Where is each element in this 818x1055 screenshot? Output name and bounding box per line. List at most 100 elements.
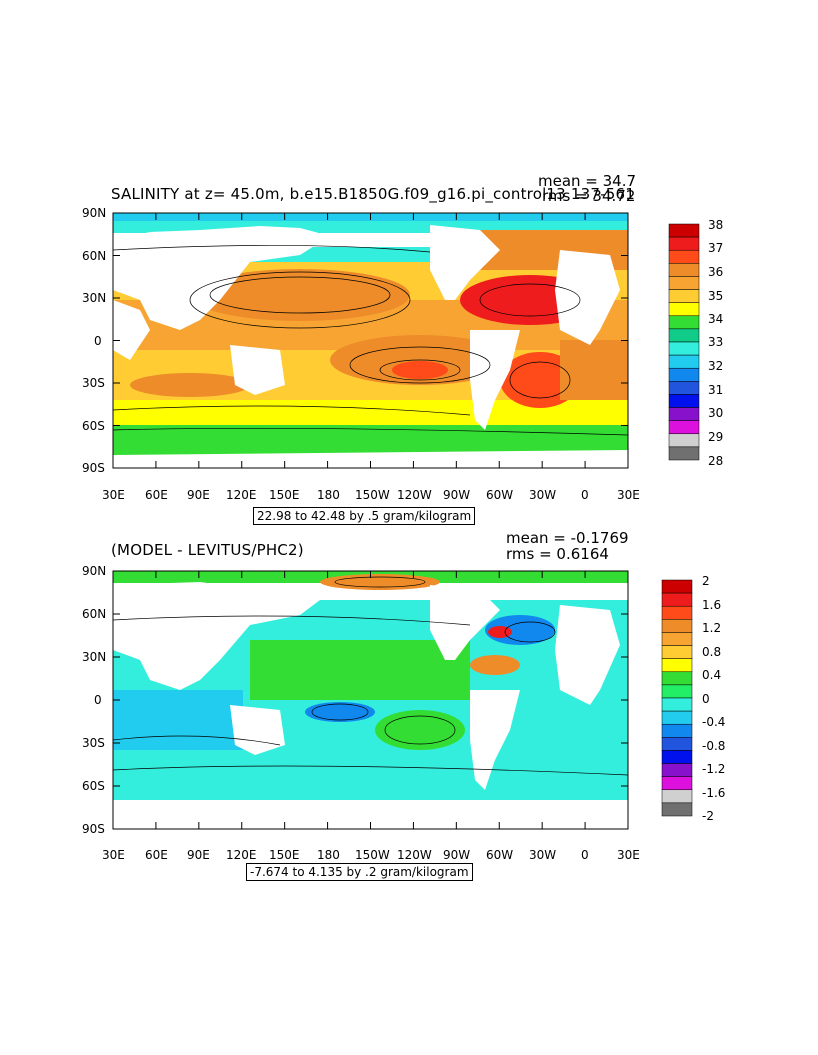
lon-label: 60E xyxy=(145,488,168,502)
colorbar-label: 31 xyxy=(708,383,724,397)
colorbar-swatch xyxy=(668,341,700,356)
colorbar-swatch xyxy=(668,446,700,461)
colorbar-swatch xyxy=(668,236,700,251)
colorbar-label: 33 xyxy=(708,335,724,349)
colorbar-swatch xyxy=(661,658,693,673)
lat-label: 30S xyxy=(82,736,105,750)
lat-label: 30N xyxy=(82,650,107,664)
lon-label: 120E xyxy=(226,488,257,502)
colorbar-swatch xyxy=(668,354,700,369)
colorbar-swatch xyxy=(668,433,700,448)
colorbar-label: 0.8 xyxy=(702,645,722,659)
colorbar-label: 29 xyxy=(708,430,724,444)
colorbar-label: 37 xyxy=(708,241,724,255)
rms-value: rms = 34.72 xyxy=(542,187,636,205)
colorbar-swatch xyxy=(661,619,693,633)
colorbar-swatch xyxy=(668,394,700,408)
lon-label: 60W xyxy=(486,848,514,862)
lon-label: 120E xyxy=(226,848,257,862)
lon-label: 60W xyxy=(486,488,514,502)
colorbar-label: 0 xyxy=(702,692,710,706)
lon-label: 120W xyxy=(397,848,432,862)
lon-label: 30E xyxy=(617,488,640,502)
colorbar-label: -0.8 xyxy=(702,739,726,753)
lon-label: 90W xyxy=(443,848,471,862)
lon-label: 180 xyxy=(317,848,340,862)
lat-label: 90N xyxy=(82,206,107,220)
plot-title: SALINITY at z= 45.0m, b.e15.B1850G.f09_g… xyxy=(111,185,635,203)
mean-value: mean = 34.7 xyxy=(538,172,637,190)
colorbar-swatch xyxy=(661,776,693,791)
colorbar-swatch xyxy=(668,289,700,303)
colorbar-label: -1.2 xyxy=(702,762,726,776)
colorbar-swatch xyxy=(668,381,700,395)
plot-title: (MODEL - LEVITUS/PHC2) xyxy=(111,541,304,559)
colorbar xyxy=(668,223,700,461)
lon-label: 90W xyxy=(443,488,471,502)
colorbar-label: -0.4 xyxy=(702,715,726,729)
lat-label: 60S xyxy=(82,419,105,433)
lon-label: 150W xyxy=(355,488,390,502)
lat-label: 90S xyxy=(82,461,105,475)
colorbar-label: -1.6 xyxy=(702,786,726,800)
colorbar-label: 30 xyxy=(708,406,724,420)
colorbar-swatch xyxy=(668,223,700,238)
lon-label: 150W xyxy=(355,848,390,862)
colorbar-swatch xyxy=(661,789,693,804)
lat-label: 90N xyxy=(82,564,107,578)
colorbar-swatch xyxy=(661,710,693,725)
lon-label: 150E xyxy=(269,848,300,862)
lon-label: 0 xyxy=(581,848,589,862)
mean-value: mean = -0.1769 xyxy=(506,529,629,547)
colorbar-label: -2 xyxy=(702,809,714,823)
colorbar-swatch xyxy=(661,592,693,607)
contour-range-label: 22.98 to 42.48 by .5 gram/kilogram xyxy=(253,507,476,525)
lon-label: 180 xyxy=(317,488,340,502)
colorbar-label: 1.6 xyxy=(702,598,722,612)
colorbar-label: 32 xyxy=(708,359,724,373)
colorbar-swatch xyxy=(668,420,700,435)
lon-label: 30W xyxy=(529,848,557,862)
colorbar-swatch xyxy=(661,737,693,751)
colorbar-swatch xyxy=(668,315,700,330)
colorbar xyxy=(661,579,693,817)
colorbar-label: 0.4 xyxy=(702,668,722,682)
colorbar-swatch xyxy=(668,276,700,290)
colorbar-swatch xyxy=(661,697,693,712)
salinity-panel: SALINITY at z= 45.0m, b.e15.B1850G.f09_g… xyxy=(82,172,724,525)
colorbar-swatch xyxy=(661,605,693,620)
colorbar-label: 35 xyxy=(708,289,724,303)
colorbar-label: 28 xyxy=(708,454,724,468)
lon-label: 120W xyxy=(397,488,432,502)
colorbar-swatch xyxy=(668,367,700,382)
colorbar-swatch xyxy=(661,645,693,659)
colorbar-label: 38 xyxy=(708,218,724,232)
colorbar-label: 36 xyxy=(708,265,724,279)
colorbar-swatch xyxy=(661,684,693,699)
lat-label: 30S xyxy=(82,376,105,390)
lon-label: 90E xyxy=(187,488,210,502)
colorbar-swatch xyxy=(661,671,693,686)
colorbar-swatch xyxy=(661,763,693,777)
lat-label: 60S xyxy=(82,779,105,793)
lon-label: 150E xyxy=(269,488,300,502)
colorbar-swatch xyxy=(668,328,700,343)
colorbar-swatch xyxy=(661,723,693,738)
lon-label: 30W xyxy=(529,488,557,502)
rms-value: rms = 0.6164 xyxy=(506,545,609,563)
lat-label: 60N xyxy=(82,249,107,263)
lat-label: 30N xyxy=(82,291,107,305)
colorbar-swatch xyxy=(661,632,693,646)
colorbar-swatch xyxy=(668,407,700,421)
colorbar-label: 34 xyxy=(708,312,724,326)
colorbar-swatch xyxy=(668,263,700,277)
lon-label: 30E xyxy=(102,488,125,502)
lon-label: 90E xyxy=(187,848,210,862)
lat-label: 90S xyxy=(82,822,105,836)
lon-label: 0 xyxy=(581,488,589,502)
lat-label: 0 xyxy=(94,693,102,707)
colorbar-swatch xyxy=(661,750,693,764)
contour-range-label: -7.674 to 4.135 by .2 gram/kilogram xyxy=(246,863,473,881)
salinity-map-svg xyxy=(112,212,700,469)
colorbar-label: 2 xyxy=(702,574,710,588)
